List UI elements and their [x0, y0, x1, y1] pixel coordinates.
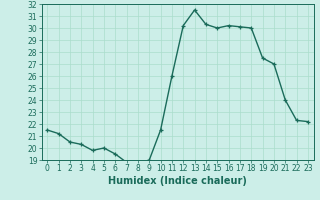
X-axis label: Humidex (Indice chaleur): Humidex (Indice chaleur) — [108, 176, 247, 186]
